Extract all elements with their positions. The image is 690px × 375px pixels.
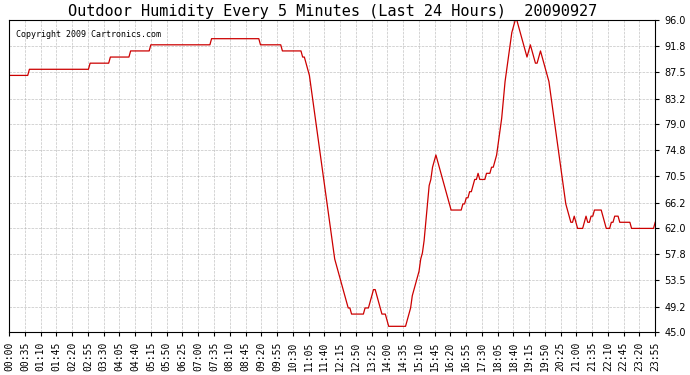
Text: Copyright 2009 Cartronics.com: Copyright 2009 Cartronics.com bbox=[16, 30, 161, 39]
Title: Outdoor Humidity Every 5 Minutes (Last 24 Hours)  20090927: Outdoor Humidity Every 5 Minutes (Last 2… bbox=[68, 4, 597, 19]
